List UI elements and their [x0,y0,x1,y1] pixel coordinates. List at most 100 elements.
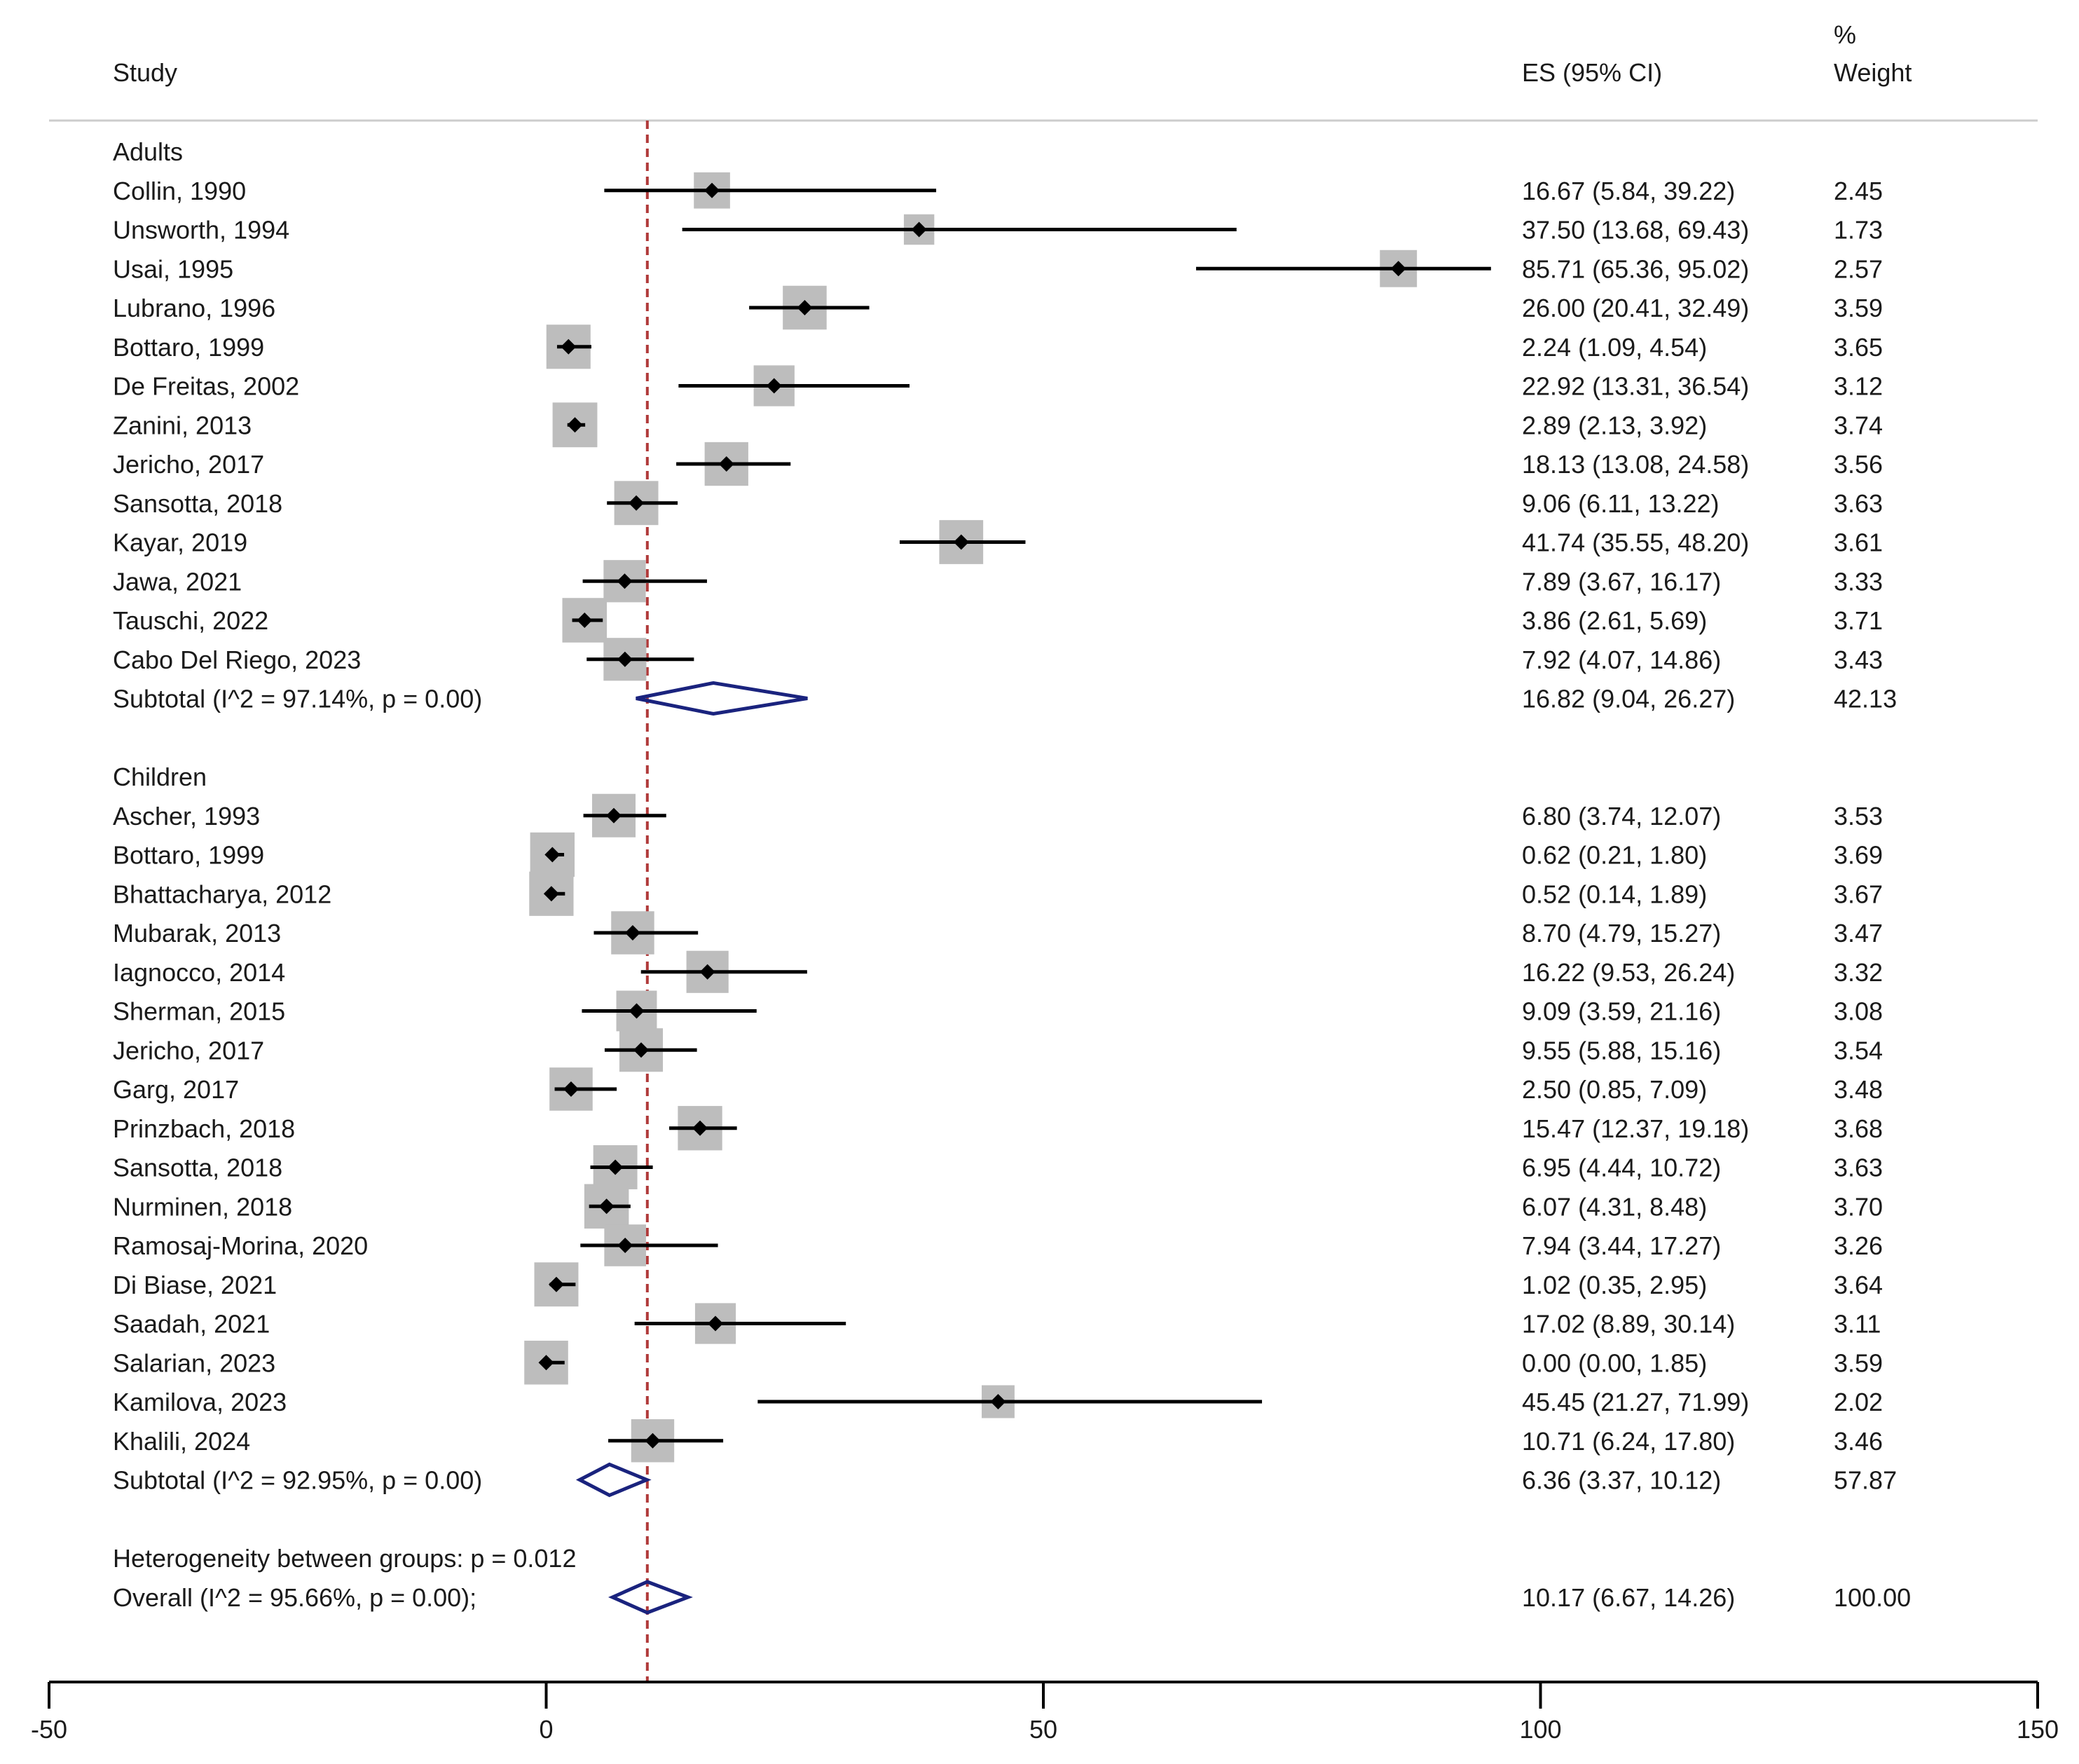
point-estimate-marker [629,1003,645,1019]
point-estimate-marker [538,1355,554,1371]
weight-text: 3.61 [1834,528,1883,557]
study-row: Kayar, 2019 41.74 (35.55, 48.20) 3.61 [113,520,1883,564]
subtotal-label: Subtotal (I^2 = 92.95%, p = 0.00) [113,1466,482,1495]
heterogeneity-text: Heterogeneity between groups: p = 0.012 [113,1544,576,1573]
header-study: Study [113,58,177,87]
es-ci-text: 6.36 (3.37, 10.12) [1522,1466,1721,1495]
weight-text: 3.68 [1834,1114,1883,1143]
point-estimate-marker [708,1315,724,1332]
point-estimate-marker [718,456,734,472]
x-axis-tick-label: -50 [31,1715,67,1744]
es-ci-text: 3.86 (2.61, 5.69) [1522,606,1707,635]
point-estimate-marker [953,534,969,550]
weight-text: 3.33 [1834,567,1883,596]
point-estimate-marker [543,886,559,902]
study-label: Kayar, 2019 [113,528,247,557]
weight-text: 3.53 [1834,802,1883,830]
group-label: Adults [113,137,183,166]
study-label: Iagnocco, 2014 [113,958,285,987]
study-label: Bhattacharya, 2012 [113,880,331,908]
study-label: Bottaro, 1999 [113,333,264,362]
point-estimate-marker [624,925,640,941]
study-row: Nurminen, 2018 6.07 (4.31, 8.48) 3.70 [113,1184,1883,1229]
study-row: Di Biase, 2021 1.02 (0.35, 2.95) 3.64 [113,1262,1883,1307]
study-label: Saadah, 2021 [113,1310,270,1339]
study-row: Prinzbach, 2018 15.47 (12.37, 19.18) 3.68 [113,1106,1883,1151]
subtotal-row: Subtotal (I^2 = 97.14%, p = 0.00) 16.82 (… [113,681,1897,716]
study-row: Tauschi, 2022 3.86 (2.61, 5.69) 3.71 [113,598,1883,643]
weight-text: 57.87 [1834,1466,1897,1495]
point-estimate-marker [797,300,813,315]
study-label: Ascher, 1993 [113,802,260,830]
weight-text: 3.54 [1834,1036,1883,1065]
study-row: Salarian, 2023 0.00 (0.00, 1.85) 3.59 [113,1340,1883,1385]
table-header: Study ES (95% CI) % Weight [49,20,2038,122]
study-label: Salarian, 2023 [113,1348,275,1377]
point-estimate-marker [617,573,633,589]
study-row: Saadah, 2021 17.02 (8.89, 30.14) 3.11 [113,1303,1881,1344]
point-estimate-marker [633,1042,650,1058]
point-estimate-marker [608,1159,624,1175]
es-ci-text: 7.94 (3.44, 17.27) [1522,1231,1721,1260]
weight-text: 2.57 [1834,254,1883,283]
point-estimate-marker [990,1394,1006,1409]
study-label: Unsworth, 1994 [113,216,289,245]
study-row: Bottaro, 1999 0.62 (0.21, 1.80) 3.69 [113,832,1883,877]
study-row: Khalili, 2024 10.71 (6.24, 17.80) 3.46 [113,1419,1883,1463]
es-ci-text: 17.02 (8.89, 30.14) [1522,1310,1735,1339]
study-label: Lubrano, 1996 [113,294,275,322]
weight-text: 3.56 [1834,450,1883,479]
weight-text: 3.43 [1834,645,1883,674]
study-label: Kamilova, 2023 [113,1388,287,1416]
es-ci-text: 16.67 (5.84, 39.22) [1522,177,1735,205]
es-ci-text: 2.89 (2.13, 3.92) [1522,411,1707,439]
weight-text: 3.32 [1834,958,1883,987]
es-ci-text: 22.92 (13.31, 36.54) [1522,372,1749,401]
weight-text: 2.45 [1834,177,1883,205]
es-ci-text: 0.52 (0.14, 1.89) [1522,880,1707,908]
subtotal-row: Subtotal (I^2 = 92.95%, p = 0.00) 6.36 (3… [113,1462,1897,1498]
overall-row: Overall (I^2 = 95.66%, p = 0.00); 10.17 (… [113,1580,1911,1615]
es-ci-text: 2.50 (0.85, 7.09) [1522,1075,1707,1104]
study-row: Ramosaj-Morina, 2020 7.94 (3.44, 17.27) 3.… [113,1224,1883,1266]
point-estimate-marker [1390,261,1406,277]
es-ci-text: 85.71 (65.36, 95.02) [1522,254,1749,283]
study-label: Khalili, 2024 [113,1427,250,1456]
study-row: Cabo Del Riego, 2023 7.92 (4.07, 14.86) 3.… [113,638,1883,681]
study-label: Nurminen, 2018 [113,1192,292,1221]
es-ci-text: 45.45 (21.27, 71.99) [1522,1388,1749,1416]
study-label: Jericho, 2017 [113,1036,264,1065]
point-estimate-marker [704,182,720,198]
es-ci-text: 9.55 (5.88, 15.16) [1522,1036,1721,1065]
x-axis-tick-label: 150 [2017,1715,2059,1744]
header-weight: Weight [1834,58,1912,87]
es-ci-text: 18.13 (13.08, 24.58) [1522,450,1749,479]
study-label: Usai, 1995 [113,254,233,283]
x-axis-tick-label: 100 [1519,1715,1561,1744]
es-ci-text: 10.17 (6.67, 14.26) [1522,1583,1735,1612]
weight-text: 100.00 [1834,1583,1911,1612]
es-ci-text: 6.80 (3.74, 12.07) [1522,802,1721,830]
study-row: Unsworth, 1994 37.50 (13.68, 69.43) 1.73 [113,214,1883,245]
pooled-diamond [636,681,808,716]
study-row: Iagnocco, 2014 16.22 (9.53, 26.24) 3.32 [113,950,1883,993]
point-estimate-marker [598,1198,615,1215]
weight-text: 3.70 [1834,1192,1883,1221]
weight-text: 3.63 [1834,489,1883,518]
weight-text: 3.08 [1834,997,1883,1026]
study-label: De Freitas, 2002 [113,372,299,401]
point-estimate-marker [699,964,715,980]
es-ci-text: 41.74 (35.55, 48.20) [1522,528,1749,557]
es-ci-text: 6.07 (4.31, 8.48) [1522,1192,1707,1221]
es-ci-text: 8.70 (4.79, 15.27) [1522,919,1721,948]
weight-text: 3.67 [1834,880,1883,908]
pooled-diamond [608,1580,693,1615]
weight-text: 3.69 [1834,841,1883,870]
x-axis: -50 0 50 100 150 [31,1681,2059,1744]
weight-text: 3.71 [1834,606,1883,635]
point-estimate-marker [548,1276,564,1292]
es-ci-text: 16.22 (9.53, 26.24) [1522,958,1735,987]
es-ci-text: 1.02 (0.35, 2.95) [1522,1271,1707,1299]
es-ci-text: 16.82 (9.04, 26.27) [1522,685,1735,713]
